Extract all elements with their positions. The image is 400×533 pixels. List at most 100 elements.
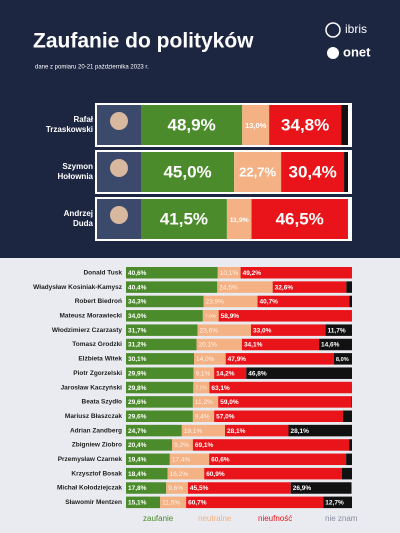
- bar-segment: [160, 496, 187, 509]
- bar-segment: [202, 310, 219, 322]
- bar-segment: [187, 482, 291, 494]
- bar-segment: [126, 424, 182, 437]
- bar-segment: [192, 410, 215, 422]
- legend-label: nie znam: [325, 514, 358, 523]
- value-label: 46,5%: [276, 209, 324, 228]
- bar-segment: [342, 410, 352, 422]
- value-label: 29,9%: [128, 370, 147, 377]
- value-label: 34,3%: [128, 299, 147, 306]
- category-label: Rafał Trzaskowski: [46, 115, 94, 134]
- bar-segment: [319, 338, 352, 351]
- category-label: Sławomir Mentzen: [65, 499, 122, 506]
- value-label: 7,1%: [195, 385, 207, 391]
- category-label: Elżbieta Witek: [78, 356, 122, 363]
- value-label: 63,1%: [211, 385, 230, 392]
- bar-segment: [197, 324, 251, 336]
- bar-segment: [194, 353, 226, 365]
- category-label: Włodzimierz Czarzasty: [52, 327, 122, 334]
- value-label: 40,4%: [128, 284, 147, 291]
- photo-face: [110, 159, 128, 177]
- value-label: 23,6%: [200, 327, 219, 334]
- bar-segment: [192, 396, 219, 408]
- bar-segment: [241, 338, 320, 351]
- logo-icon: [325, 22, 341, 38]
- category-label: Tomasz Grodzki: [72, 341, 122, 348]
- value-label: 59,0%: [220, 399, 239, 406]
- value-label: 22,7%: [239, 164, 276, 179]
- value-label: 11,5%: [162, 500, 180, 507]
- value-label: 33,0%: [253, 327, 272, 334]
- bar-segment: [290, 482, 352, 494]
- value-label: 13,0%: [245, 121, 267, 130]
- bar-segment: [166, 482, 188, 494]
- bar-segment: [126, 338, 197, 351]
- bar-segment: [126, 367, 194, 379]
- value-label: 31,2%: [128, 342, 147, 349]
- bar-segment: [218, 396, 352, 408]
- value-label: 20,4%: [128, 442, 147, 449]
- bar-segment: [288, 424, 352, 437]
- value-label: 46,8%: [248, 370, 267, 377]
- value-label: 32,6%: [275, 284, 294, 291]
- bar-segment: [349, 439, 352, 451]
- bar-segment: [209, 453, 347, 466]
- bar-segment: [126, 295, 204, 308]
- legend-label: neutralne: [198, 514, 232, 523]
- value-label: 60,7%: [188, 500, 207, 507]
- value-label: 34,1%: [244, 342, 263, 349]
- bar-segment: [126, 324, 198, 336]
- category-label: Adrian Zandberg: [70, 427, 122, 434]
- value-label: 58,9%: [221, 313, 240, 320]
- logo-icon: [327, 47, 339, 59]
- bar-segment: [209, 381, 352, 394]
- value-label: 11,9%: [230, 217, 249, 224]
- bar-segment: [192, 439, 350, 451]
- category-label: Donald Tusk: [83, 269, 122, 276]
- bar-segment: [217, 267, 241, 279]
- bar-segment: [141, 105, 243, 145]
- value-label: 11,2%: [195, 399, 213, 406]
- bar-segment: [217, 281, 273, 293]
- bar-segment: [169, 453, 210, 466]
- category-label: Władysław Kosiniak-Kamysz: [33, 284, 123, 291]
- bar-segment: [346, 281, 352, 293]
- bar-segment: [126, 482, 167, 494]
- value-label: 29,6%: [128, 399, 147, 406]
- legend-label: nieufność: [258, 514, 292, 523]
- category-label: Zbigniew Ziobro: [72, 442, 122, 449]
- chart-title: Zaufanie do polityków: [33, 30, 254, 53]
- value-label: 24,7%: [128, 428, 147, 435]
- category-label: Michał Kołodziejczak: [57, 485, 122, 492]
- legend-label: zaufanie: [143, 514, 174, 523]
- value-label: 28,1%: [290, 428, 309, 435]
- value-label: 31,7%: [128, 327, 147, 334]
- value-label: 9,4%: [195, 413, 210, 420]
- bar-segment: [181, 424, 225, 437]
- value-label: 9,6%: [168, 485, 183, 492]
- bar-segment: [204, 467, 342, 480]
- value-label: 17,8%: [128, 485, 147, 492]
- bar-segment: [196, 338, 242, 351]
- bar-segment: [172, 439, 193, 451]
- value-label: 40,6%: [128, 270, 147, 277]
- value-label: 30,4%: [289, 162, 337, 181]
- value-label: 7,0%: [205, 314, 217, 320]
- value-label: 19,1%: [184, 428, 203, 435]
- value-label: 26,9%: [293, 485, 312, 492]
- value-label: 57,0%: [216, 413, 235, 420]
- bar-segment: [126, 310, 203, 322]
- category-label: Jarosław Kaczyński: [61, 384, 123, 391]
- value-label: 41,5%: [160, 209, 208, 228]
- bar-segment: [344, 152, 348, 192]
- bar-segment: [126, 267, 218, 279]
- value-label: 10,1%: [220, 270, 239, 277]
- value-label: 14,6%: [321, 342, 340, 349]
- value-label: 19,4%: [128, 457, 147, 464]
- value-label: 20,1%: [199, 342, 218, 349]
- bar-segment: [225, 353, 334, 365]
- bar-segment: [226, 199, 252, 239]
- category-label: Krzysztof Bosak: [71, 470, 122, 477]
- value-label: 24,5%: [219, 284, 238, 291]
- value-label: 60,9%: [206, 471, 225, 478]
